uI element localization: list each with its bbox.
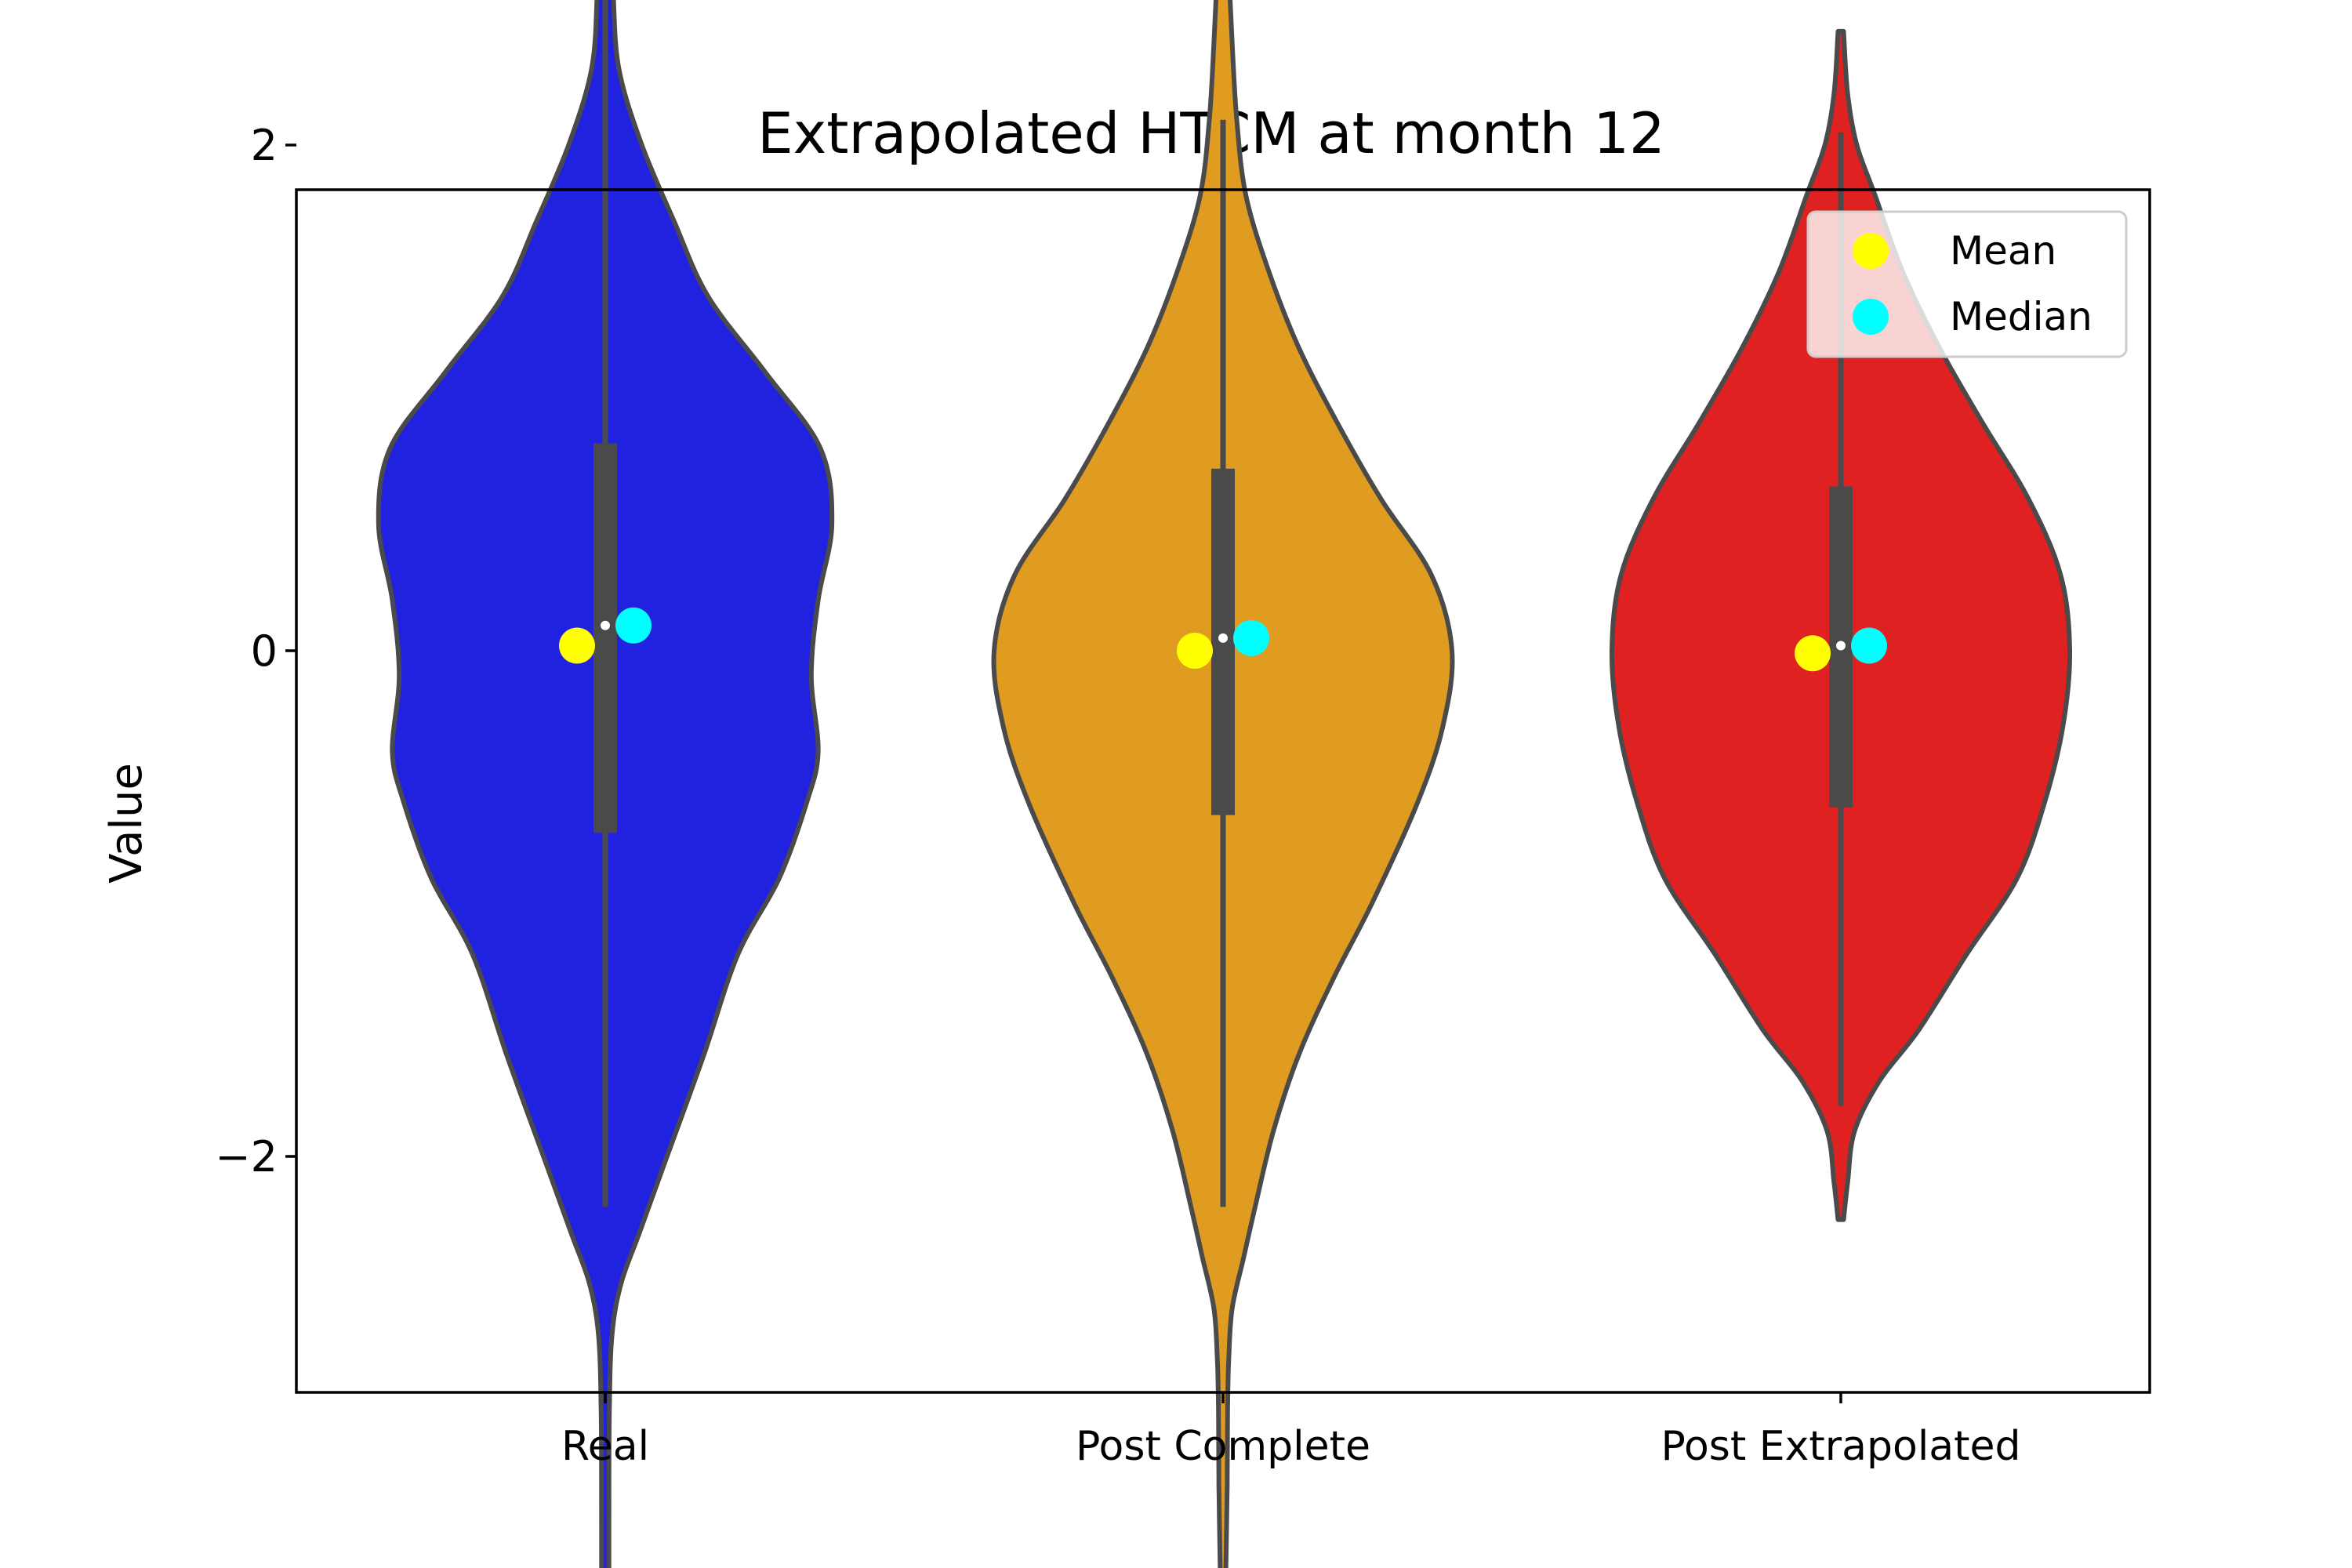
mean-marker xyxy=(1177,633,1213,669)
violin-post-complete xyxy=(991,0,1455,1568)
plot-frame xyxy=(295,188,2151,1394)
legend: Mean Median xyxy=(1806,210,2128,358)
legend-median-marker xyxy=(1853,299,1889,335)
median-dot xyxy=(1218,633,1228,643)
y-axis: 20−2−4 xyxy=(215,121,296,1181)
x-tick-label: Post Extrapolated xyxy=(1661,1423,2020,1470)
median-marker xyxy=(1851,627,1887,664)
median-marker xyxy=(615,607,652,644)
iqr-box xyxy=(593,443,617,833)
y-tick-label: −2 xyxy=(215,1132,278,1181)
median-marker xyxy=(1233,619,1269,656)
y-tick-label: 0 xyxy=(251,626,278,676)
median-dot xyxy=(1836,641,1846,651)
violin-post-extrapolated xyxy=(1609,28,2073,1222)
y-tick-label: 2 xyxy=(251,121,278,170)
mean-marker xyxy=(559,627,595,664)
x-tick-label: Post Complete xyxy=(1076,1423,1370,1470)
violin-real xyxy=(376,0,835,1568)
mean-marker xyxy=(1795,635,1831,672)
legend-mean-label: Mean xyxy=(1950,228,2056,274)
x-axis: Real Post Complete Post Extrapolated xyxy=(561,1392,2021,1470)
violins-layer xyxy=(376,0,2073,1568)
legend-mean-marker xyxy=(1853,233,1889,269)
legend-median-label: Median xyxy=(1950,294,2092,339)
y-axis-label: Value xyxy=(101,763,152,884)
median-dot xyxy=(601,620,610,630)
x-tick-label: Real xyxy=(561,1423,649,1470)
